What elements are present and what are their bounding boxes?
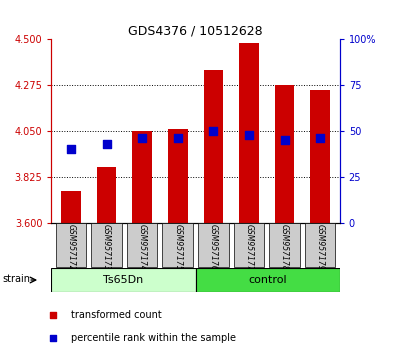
Bar <box>162 223 193 267</box>
Text: GSM957179: GSM957179 <box>316 224 325 271</box>
Bar <box>56 223 86 267</box>
Text: GSM957172: GSM957172 <box>66 224 75 271</box>
Point <box>103 141 110 147</box>
Text: GSM957175: GSM957175 <box>173 224 182 271</box>
Bar <box>168 129 188 223</box>
Point <box>210 128 216 134</box>
Text: Ts65Dn: Ts65Dn <box>103 275 143 285</box>
Text: GSM957176: GSM957176 <box>209 224 218 271</box>
Bar <box>198 223 229 267</box>
Bar <box>269 223 300 267</box>
Text: strain: strain <box>3 274 30 284</box>
Bar <box>127 223 158 267</box>
Bar <box>305 223 335 267</box>
Point <box>68 147 74 152</box>
Bar <box>239 43 259 223</box>
Bar <box>203 70 223 223</box>
Text: GSM957177: GSM957177 <box>245 224 254 271</box>
Bar <box>97 167 116 223</box>
Text: control: control <box>248 275 287 285</box>
Point <box>317 136 323 141</box>
Bar <box>233 223 264 267</box>
Point <box>50 335 56 341</box>
Point <box>175 136 181 141</box>
Bar <box>51 268 196 292</box>
Bar <box>91 223 122 267</box>
Text: GSM957173: GSM957173 <box>102 224 111 271</box>
Title: GDS4376 / 10512628: GDS4376 / 10512628 <box>128 25 263 38</box>
Text: GSM957178: GSM957178 <box>280 224 289 271</box>
Point <box>139 136 145 141</box>
Text: GSM957174: GSM957174 <box>137 224 147 271</box>
Point <box>50 312 56 318</box>
Bar <box>132 131 152 223</box>
Bar <box>196 268 340 292</box>
Point <box>246 132 252 137</box>
Point <box>281 137 288 143</box>
Bar <box>61 191 81 223</box>
Text: percentile rank within the sample: percentile rank within the sample <box>71 333 236 343</box>
Bar <box>310 90 330 223</box>
Text: transformed count: transformed count <box>71 310 162 320</box>
Bar <box>275 85 294 223</box>
